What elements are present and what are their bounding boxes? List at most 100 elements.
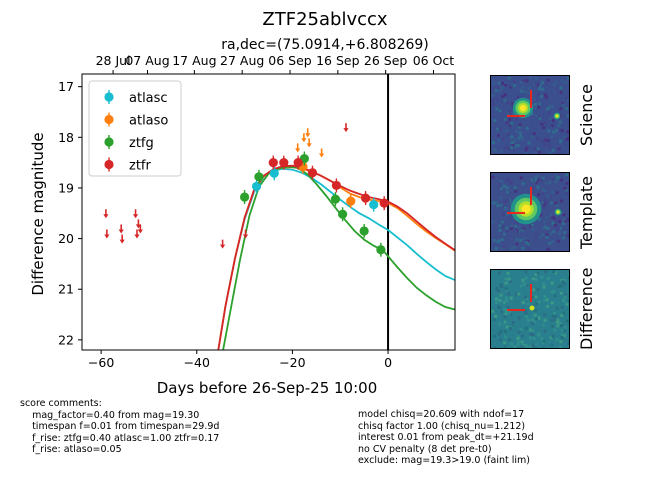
stamp-noise xyxy=(504,312,508,316)
stamp-noise xyxy=(515,91,519,95)
stamp-noise xyxy=(492,248,496,251)
stamp-noise xyxy=(541,347,545,348)
stamp-noise xyxy=(538,102,541,106)
legend-marker xyxy=(104,159,114,170)
transient-residual xyxy=(529,305,535,311)
stamp-image xyxy=(491,270,569,348)
stamp-noise xyxy=(563,135,567,139)
stamp-noise xyxy=(520,334,524,338)
top-tick-label: 06 Sep xyxy=(268,53,312,68)
stamp-noise xyxy=(509,146,513,150)
upper-limit-ztfr xyxy=(118,224,124,234)
stamp-noise xyxy=(539,182,543,186)
stamp-noise xyxy=(523,282,527,286)
stamp-noise xyxy=(565,192,569,196)
upper-limit-ztfr xyxy=(119,234,125,244)
stamp-noise xyxy=(560,187,563,191)
data-point-ztfg xyxy=(359,226,369,236)
stamp-noise xyxy=(554,318,557,322)
stamp-noise xyxy=(542,140,546,144)
stamp-noise xyxy=(543,203,546,207)
stamp-noise xyxy=(505,220,509,224)
stamp-noise xyxy=(524,310,528,314)
stamp-noise xyxy=(542,113,545,117)
stamp-noise xyxy=(498,228,502,232)
stamp-noise xyxy=(517,299,521,303)
stamp-noise xyxy=(547,314,551,318)
stamp-label: Science xyxy=(577,83,596,146)
upper-limit-head xyxy=(306,143,312,148)
stamp-noise xyxy=(513,186,517,190)
stamp-noise xyxy=(568,173,569,177)
stamp-noise xyxy=(551,221,555,225)
stamp-noise xyxy=(523,345,527,348)
stamp-noise xyxy=(491,220,495,224)
stamp-noise xyxy=(500,220,504,224)
stamp-noise xyxy=(528,145,532,149)
stamp-noise xyxy=(497,322,501,326)
stamp-noise xyxy=(525,283,529,287)
stamp-noise xyxy=(513,144,517,148)
stamp-noise xyxy=(492,201,496,205)
stamp-noise xyxy=(533,226,537,230)
stamp-noise xyxy=(528,328,532,332)
stamp-noise xyxy=(495,125,499,129)
stamp-noise xyxy=(514,176,518,180)
stamp-noise xyxy=(504,344,508,348)
upper-limit-atlaso xyxy=(295,143,301,153)
stamp-noise xyxy=(524,314,528,318)
stamp-noise xyxy=(498,296,502,300)
stamp-noise xyxy=(531,119,535,123)
top-tick-label: 27 Aug xyxy=(220,53,264,68)
stamp-noise xyxy=(505,208,509,212)
stamp-noise xyxy=(503,200,507,204)
stamp-noise xyxy=(522,227,526,231)
stamp-noise xyxy=(567,342,569,346)
stamp-noise xyxy=(511,321,515,324)
stamp-noise xyxy=(552,289,556,293)
stamp-noise xyxy=(511,330,515,334)
stamp-noise xyxy=(545,233,549,237)
stamp-noise xyxy=(551,334,555,338)
stamp-noise xyxy=(502,232,506,236)
stamp-noise xyxy=(533,180,537,184)
stamp-noise xyxy=(505,178,508,182)
stamp-noise xyxy=(522,237,526,241)
stamp-noise xyxy=(563,278,567,282)
stamp-noise xyxy=(507,76,511,80)
stamp-noise xyxy=(563,320,567,324)
stamp-noise xyxy=(530,112,534,116)
field-star xyxy=(554,208,562,216)
stamp-noise xyxy=(517,280,521,283)
stamp-template xyxy=(490,172,570,252)
stamp-noise xyxy=(524,270,528,274)
stamp-noise xyxy=(564,81,568,84)
top-tick-label: 17 Aug xyxy=(172,53,216,68)
stamp-noise xyxy=(512,100,516,103)
stamp-noise xyxy=(512,84,516,88)
stamp-noise xyxy=(568,227,569,231)
stamp-noise xyxy=(517,125,521,129)
stamp-noise xyxy=(565,137,569,141)
stamp-noise xyxy=(562,140,565,144)
stamp-noise xyxy=(495,286,499,290)
stamp-noise xyxy=(547,276,550,280)
stamp-noise xyxy=(540,275,544,279)
stamp-noise xyxy=(559,291,563,295)
stamp-noise xyxy=(530,135,534,139)
stamp-noise xyxy=(515,117,519,121)
stamp-noise xyxy=(527,237,531,241)
data-point-ztfr xyxy=(293,158,303,168)
stamp-noise xyxy=(526,302,530,306)
stamp-noise xyxy=(508,198,512,202)
stamp-noise xyxy=(498,109,502,113)
stamp-noise xyxy=(503,93,507,97)
stamp-noise xyxy=(549,201,553,205)
stamp-noise xyxy=(497,138,501,142)
stamp-noise xyxy=(505,299,509,303)
stamp-noise xyxy=(562,195,566,199)
source-halo xyxy=(521,204,531,214)
stamp-noise xyxy=(549,336,553,340)
stamp-noise xyxy=(549,144,553,148)
stamp-noise xyxy=(551,314,555,318)
